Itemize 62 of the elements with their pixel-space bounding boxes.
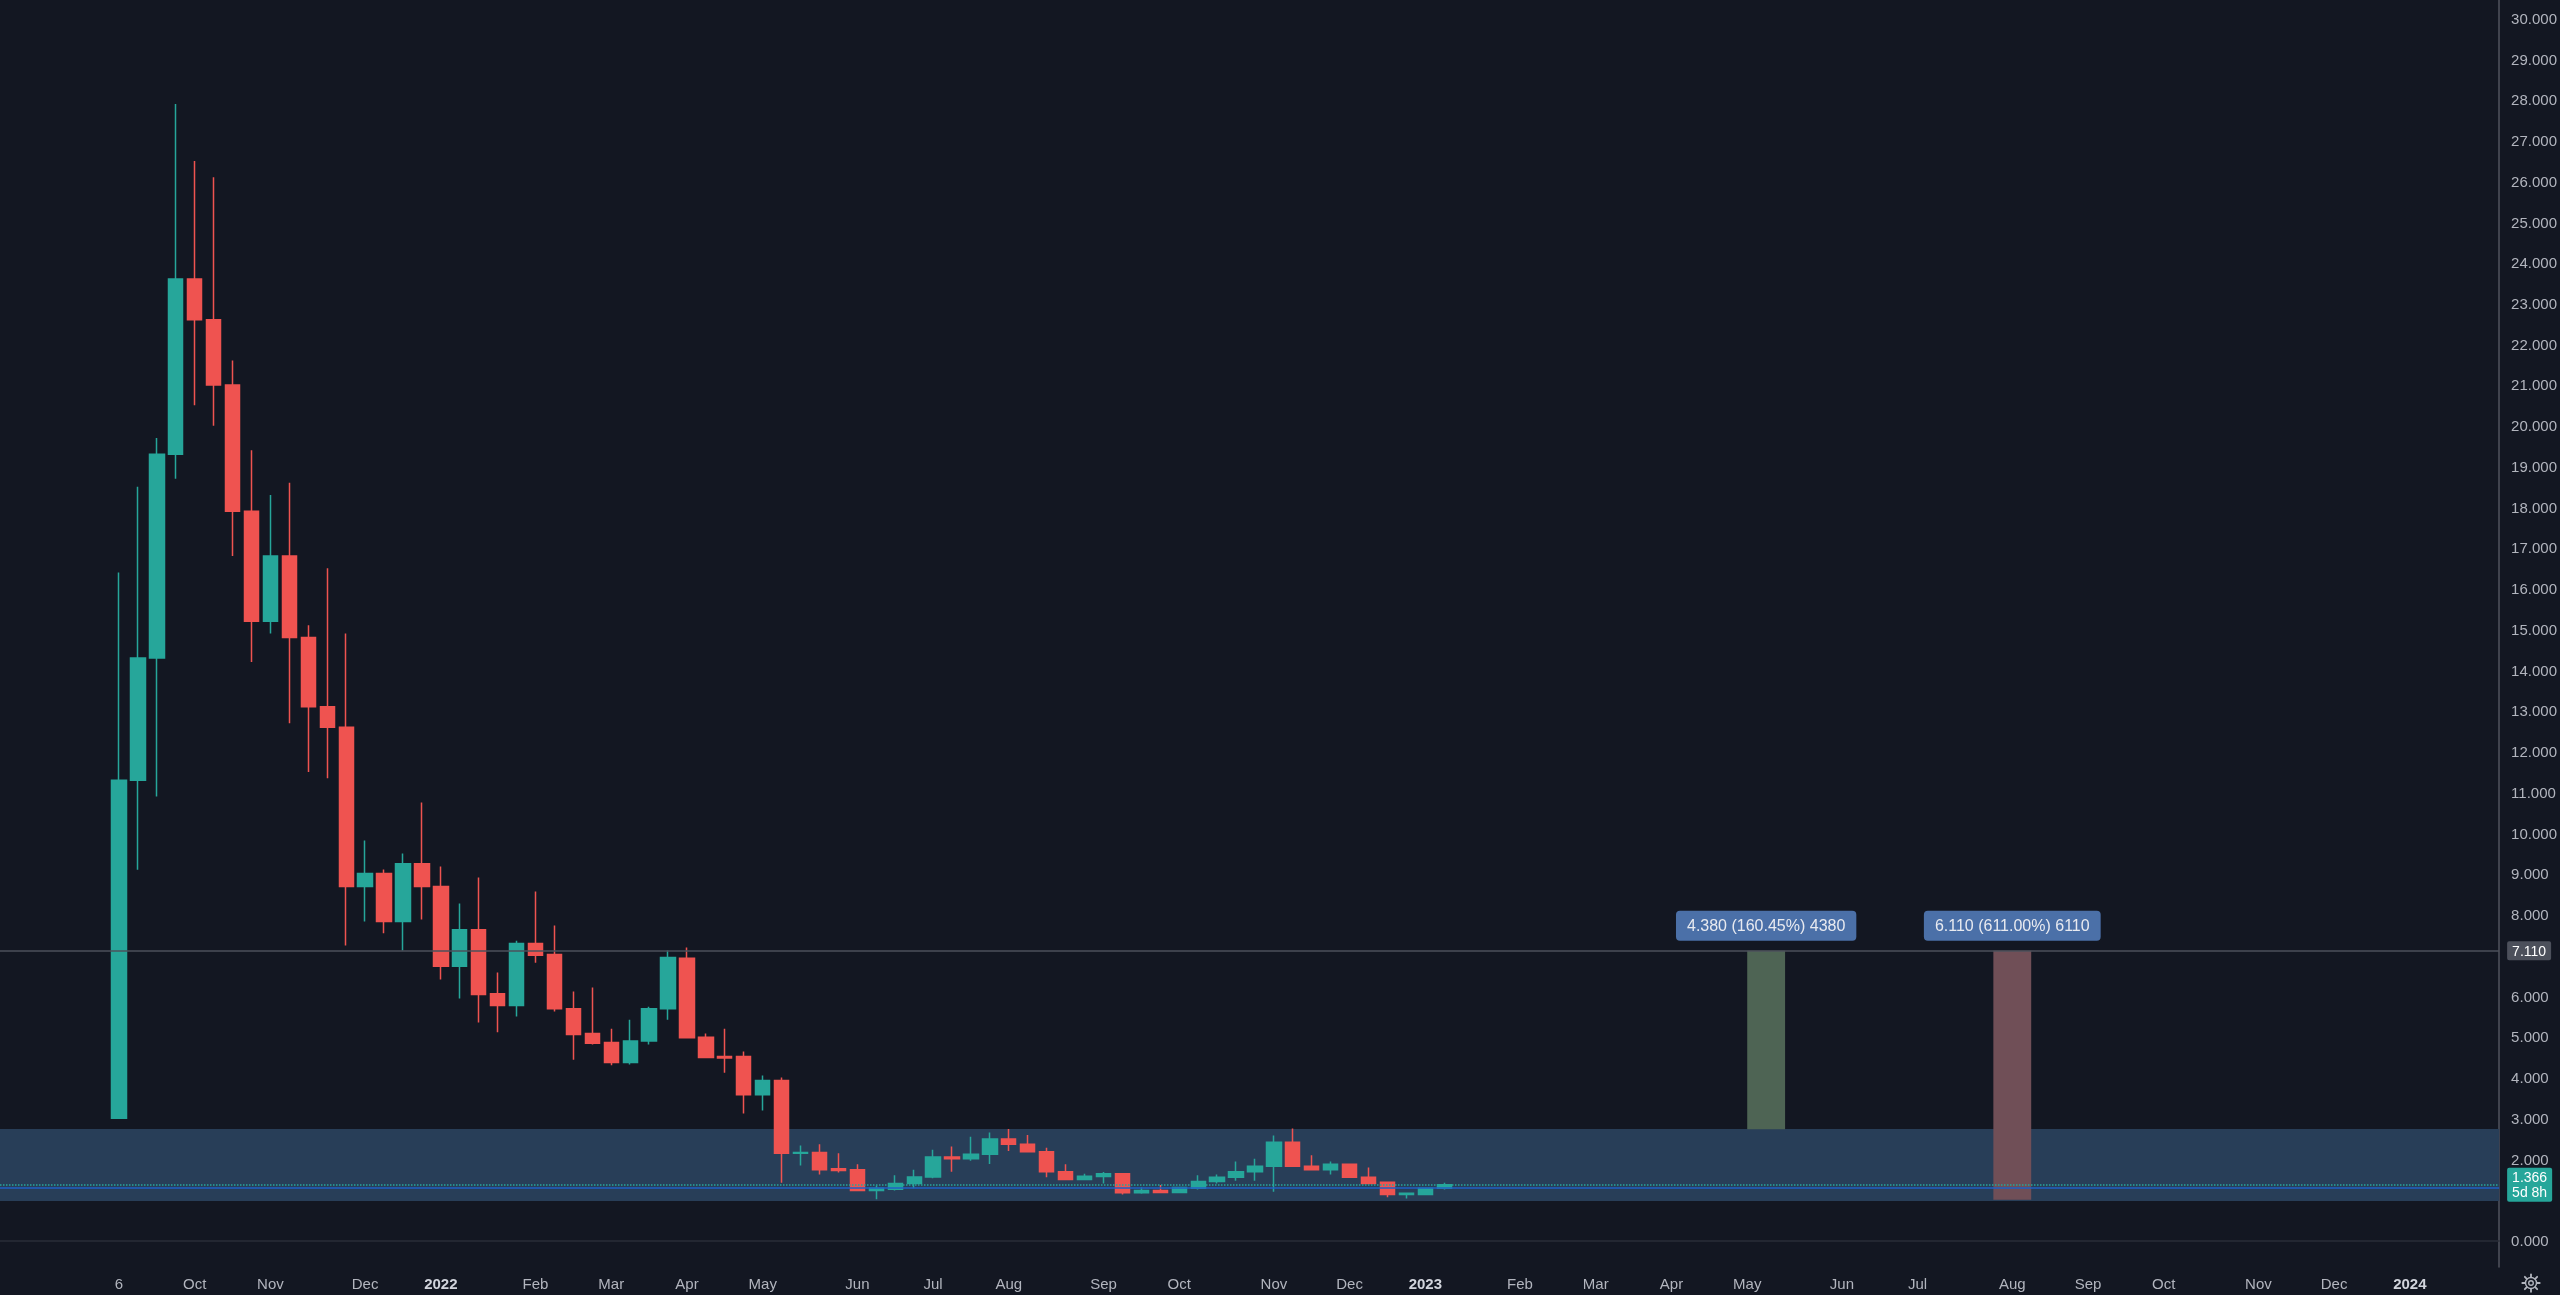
x-tick-label: Apr — [1659, 1275, 1684, 1292]
x-tick-label: Jul — [923, 1275, 943, 1292]
y-tick-label: 22.000 — [2511, 335, 2558, 353]
x-tick-label: Nov — [2245, 1275, 2273, 1292]
y-tick-label: 2.000 — [2511, 1150, 2549, 1168]
x-tick-label: 6 — [114, 1275, 124, 1292]
y-tick-label: 28.000 — [2511, 91, 2558, 109]
x-tick-label: Dec — [351, 1275, 379, 1292]
y-tick-label: 18.000 — [2511, 498, 2558, 516]
y-tick-label: 10.000 — [2511, 824, 2558, 842]
y-tick-label: 21.000 — [2511, 376, 2558, 394]
x-tick-label: Sep — [1090, 1275, 1117, 1292]
x-tick-label: Jun — [1829, 1275, 1854, 1292]
y-tick-label: 17.000 — [2511, 539, 2558, 557]
x-tick-label: Aug — [995, 1275, 1023, 1292]
y-tick-label: 29.000 — [2511, 50, 2558, 68]
x-tick-label: 2023 — [1408, 1275, 1443, 1292]
x-tick-label: Nov — [1260, 1275, 1288, 1292]
x-tick-label: Oct — [183, 1275, 208, 1292]
y-tick-label: 5.000 — [2511, 1028, 2549, 1046]
y-tick-label: 19.000 — [2511, 457, 2558, 475]
x-tick-label: Oct — [2152, 1275, 2177, 1292]
y-tick-label: 26.000 — [2511, 172, 2558, 190]
y-tick-label: 6.000 — [2511, 987, 2549, 1005]
x-tick-label: Feb — [1507, 1275, 1533, 1292]
x-tick-label: Jun — [845, 1275, 870, 1292]
x-tick-label: Sep — [2074, 1275, 2102, 1292]
x-tick-label: 2024 — [2393, 1275, 2428, 1292]
x-tick-label: Oct — [1167, 1275, 1192, 1292]
y-tick-label: 25.000 — [2511, 213, 2558, 231]
y-tick-label: 14.000 — [2511, 661, 2558, 679]
x-tick-label: May — [748, 1275, 778, 1292]
x-tick-label: May — [1733, 1275, 1762, 1292]
y-tick-label: 24.000 — [2511, 254, 2558, 272]
data-label: 6.110 (611.00%) 6110 — [1934, 917, 2090, 935]
y-tick-label: 30.000 — [2511, 9, 2558, 27]
x-tick-label: Jul — [1908, 1275, 1928, 1292]
ref-line-label: 1.366 5d 8h — [2512, 1169, 2548, 1201]
data-label: 4.380 (160.45%) 4380 — [1686, 917, 1846, 935]
y-tick-label: 11.000 — [2511, 783, 2556, 801]
y-tick-label: 23.000 — [2511, 295, 2558, 313]
y-tick-label: 9.000 — [2511, 865, 2549, 883]
x-tick-label: Dec — [1336, 1275, 1364, 1292]
x-tick-label: Apr — [675, 1275, 699, 1292]
y-tick-label: 15.000 — [2511, 620, 2558, 638]
x-tick-label: Nov — [257, 1275, 285, 1292]
y-tick-label: 3.000 — [2511, 1109, 2549, 1127]
x-tick-label: Dec — [2320, 1275, 2348, 1292]
y-tick-label: 8.000 — [2511, 906, 2549, 924]
x-tick-label: 2022 — [424, 1275, 458, 1292]
ref-line-label: 7.110 — [2512, 942, 2547, 959]
x-tick-label: Feb — [522, 1275, 549, 1292]
y-tick-label: 20.000 — [2511, 417, 2558, 435]
x-tick-label: Aug — [1998, 1275, 2026, 1292]
y-tick-label: 13.000 — [2511, 702, 2558, 720]
y-tick-label: 27.000 — [2511, 132, 2558, 150]
y-tick-label: 4.000 — [2511, 1069, 2549, 1087]
y-tick-label: 0.000 — [2511, 1232, 2549, 1250]
y-tick-label: 12.000 — [2511, 743, 2558, 761]
x-tick-label: Mar — [598, 1275, 625, 1292]
y-tick-label: 16.000 — [2511, 580, 2558, 598]
x-tick-label: Mar — [1582, 1275, 1609, 1292]
